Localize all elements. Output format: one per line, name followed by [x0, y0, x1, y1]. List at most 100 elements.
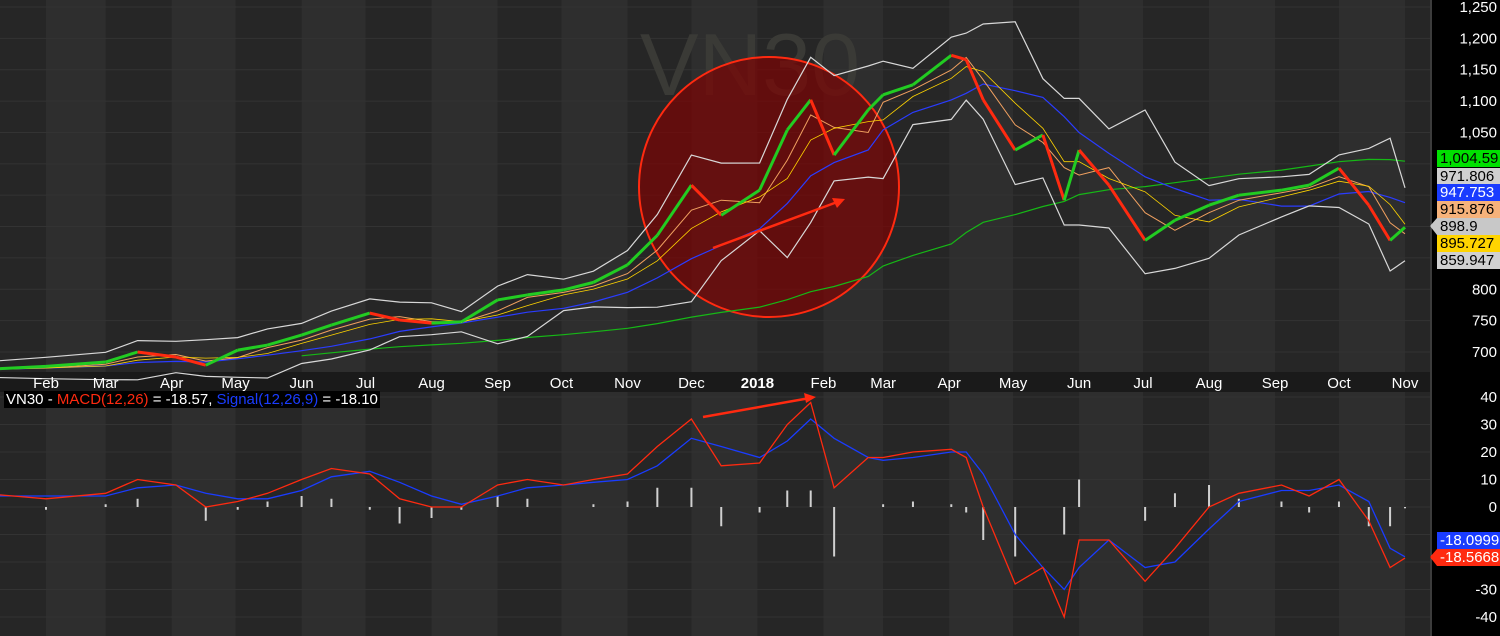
macd-line [0, 401, 1406, 620]
month-band [46, 392, 106, 636]
macd-histogram-bar [690, 487, 693, 507]
price-candle [0, 364, 47, 371]
macd-histogram-bar [1280, 501, 1283, 507]
signal-last-value-text: -18.0999 [1440, 532, 1499, 549]
price-last-value-text: 947.753 [1440, 184, 1494, 201]
price-candle [105, 350, 139, 364]
price-last-value-bg [1437, 184, 1500, 201]
trend-arrow [712, 199, 841, 250]
x-tick-label: 2018 [741, 375, 774, 392]
macd-histogram-bar [1237, 498, 1240, 507]
price-tick-label: 1,100 [1459, 93, 1497, 110]
price-candle [626, 234, 659, 266]
price-last-value: 898.9 [1430, 218, 1500, 235]
price-candle [1389, 226, 1406, 242]
x-tick-label: Oct [1327, 375, 1351, 392]
bollinger-upper [0, 21, 1406, 362]
macd-histogram-bar [460, 507, 463, 510]
price-candle [369, 311, 400, 322]
macd-histogram-bar [656, 487, 659, 507]
macd-histogram-bar [398, 507, 401, 524]
signal-last-value: -18.0999 [1437, 532, 1500, 549]
macd-histogram-bar [882, 504, 885, 507]
price-last-value: 915.876 [1437, 201, 1500, 218]
month-band [561, 392, 628, 636]
signal-label: Signal(12,26,9) [216, 391, 319, 408]
macd-tick-label: 40 [1480, 389, 1497, 406]
x-tick-label: Sep [1262, 375, 1289, 392]
price-candle [758, 129, 789, 191]
macd-last-value-bg [1437, 549, 1500, 566]
price-last-value: 895.727 [1437, 235, 1500, 252]
x-axis-band [0, 372, 1430, 392]
price-tick-label: 700 [1472, 344, 1497, 361]
price-tick-label: 750 [1472, 313, 1497, 330]
month-band [431, 0, 498, 372]
price-candle [301, 323, 332, 337]
macd-histogram-bar [1078, 479, 1081, 507]
month-band [1338, 392, 1405, 636]
annotation-circle [638, 56, 900, 318]
macd-value: = -18.57, [148, 391, 217, 408]
price-tick-label: 1,150 [1459, 62, 1497, 79]
month-band [561, 0, 628, 372]
ma-yellow-line [0, 66, 1406, 370]
macd-histogram-bar [330, 498, 333, 507]
macd-histogram-bar [204, 507, 207, 521]
price-candle [882, 83, 914, 97]
x-tick-label: Mar [870, 375, 896, 392]
x-tick-label: Jul [1133, 375, 1152, 392]
price-last-value-text: 1,004.59 [1440, 150, 1498, 167]
macd-histogram-bar [833, 507, 836, 557]
price-candle [330, 311, 371, 327]
macd-histogram-bar [526, 498, 529, 507]
price-candle [431, 320, 462, 325]
price-candle [1281, 183, 1310, 192]
price-candle [205, 348, 239, 367]
price-tick-label: 1,200 [1459, 30, 1497, 47]
macd-histogram-bar [266, 501, 269, 507]
price-candle [1367, 204, 1392, 242]
y-axis-bg [1430, 0, 1500, 636]
x-tick-label: Nov [1392, 375, 1419, 392]
price-tick-label: 1,050 [1459, 124, 1497, 141]
macd-histogram-bar [1063, 507, 1066, 535]
macd-histogram-bar [1208, 485, 1211, 507]
macd-histogram-bar [136, 498, 139, 507]
macd-histogram-bar [1337, 501, 1340, 507]
macd-tick-label: 20 [1480, 444, 1497, 461]
macd-histogram-bar [720, 507, 723, 527]
price-candle [399, 318, 432, 325]
price-candle [1208, 193, 1240, 207]
price-candle [175, 355, 207, 367]
x-tick-label: Oct [550, 375, 574, 392]
macd-histogram-bar [1173, 493, 1176, 507]
price-last-value: 859.947 [1437, 252, 1500, 269]
x-tick-label: Jul [356, 375, 375, 392]
price-candle [45, 360, 106, 368]
bollinger-lower [0, 99, 1406, 381]
macd-histogram-bar [300, 496, 303, 507]
price-candle [1062, 149, 1081, 201]
price-candle [497, 293, 528, 302]
price-last-value: 1,004.59 [1437, 150, 1500, 167]
macd-histogram-bar [1014, 507, 1017, 557]
x-tick-label: Nov [614, 375, 641, 392]
macd-histogram-bar [626, 501, 629, 507]
macd-tick-label: 0 [1489, 499, 1497, 516]
macd-histogram-bar [911, 501, 914, 507]
price-tick-label: 1,250 [1459, 0, 1497, 16]
ma-mid-line [0, 83, 1406, 370]
price-candle [1308, 166, 1340, 187]
price-last-value-text: 971.806 [1440, 168, 1494, 185]
price-last-value: 947.753 [1437, 184, 1500, 201]
price-candle [950, 53, 967, 62]
month-band [431, 392, 498, 636]
month-band [823, 392, 884, 636]
macd-label: MACD(12,26) [56, 391, 149, 408]
macd-last-value: -18.5668 [1430, 549, 1500, 566]
price-last-value-text: 898.9 [1440, 218, 1478, 235]
price-last-value-bg [1437, 201, 1500, 218]
macd-histogram-bar [496, 496, 499, 507]
macd-histogram-bar [368, 507, 371, 510]
